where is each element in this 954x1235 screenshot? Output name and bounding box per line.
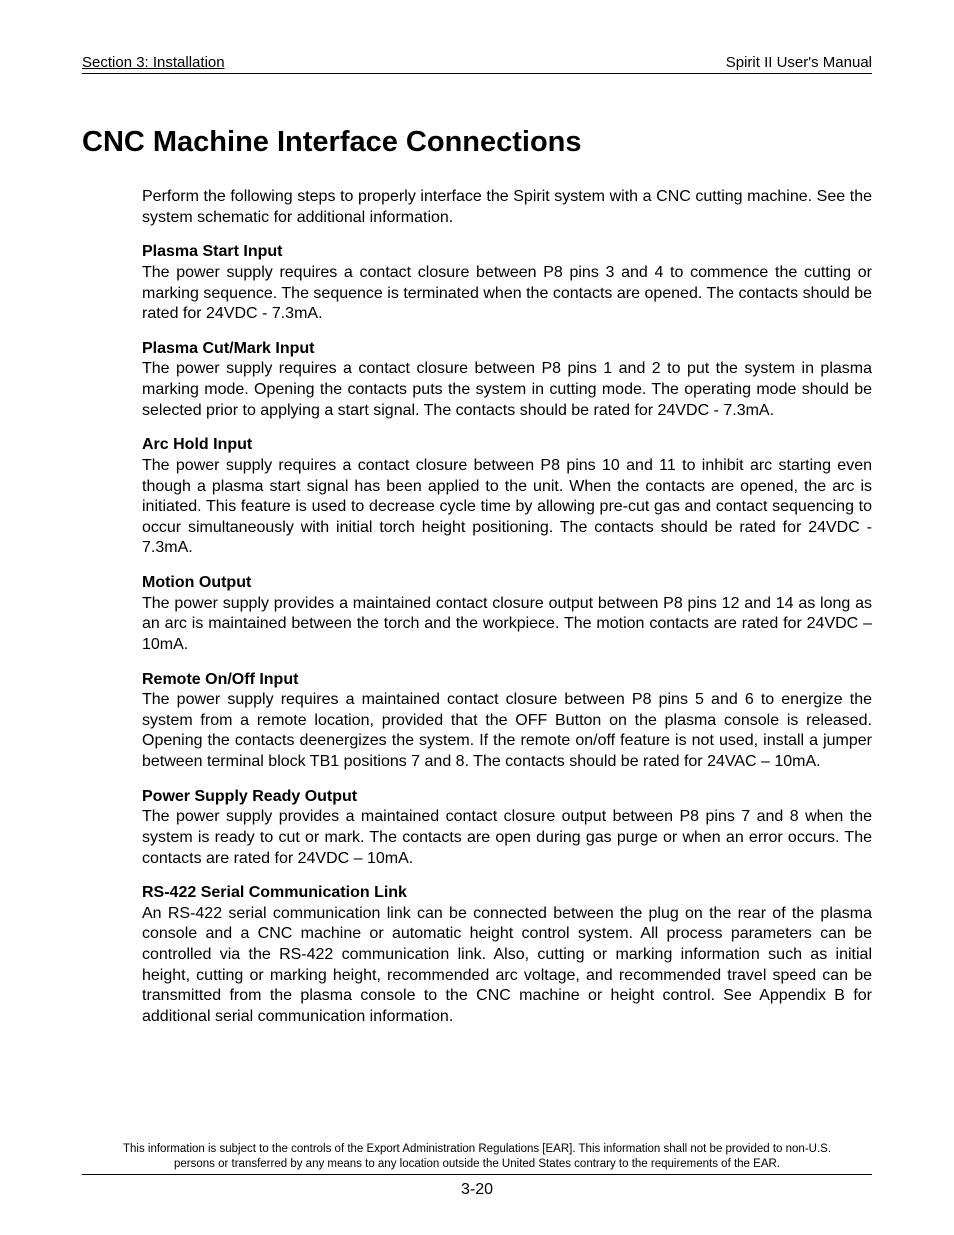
section-arc-hold: Arc Hold Input The power supply requires… — [142, 435, 872, 559]
section-heading: Motion Output — [142, 573, 872, 594]
section-heading: RS-422 Serial Communication Link — [142, 883, 872, 904]
section-heading: Arc Hold Input — [142, 435, 872, 456]
section-body: An RS-422 serial communication link can … — [142, 904, 872, 1028]
section-motion-output: Motion Output The power supply provides … — [142, 573, 872, 656]
export-control-notice: This information is subject to the contr… — [82, 1142, 872, 1175]
section-heading: Plasma Cut/Mark Input — [142, 339, 872, 360]
page-number: 3-20 — [82, 1181, 872, 1199]
section-body: The power supply provides a maintained c… — [142, 594, 872, 656]
header-section: Section 3: Installation — [82, 54, 225, 71]
section-body: The power supply requires a contact clos… — [142, 359, 872, 421]
section-heading: Power Supply Ready Output — [142, 787, 872, 808]
section-body: The power supply requires a contact clos… — [142, 456, 872, 559]
document-page: Section 3: Installation Spirit II User's… — [0, 0, 954, 1235]
section-heading: Plasma Start Input — [142, 242, 872, 263]
section-body: The power supply provides a maintained c… — [142, 807, 872, 869]
section-power-supply-ready: Power Supply Ready Output The power supp… — [142, 787, 872, 870]
header-manual-title: Spirit II User's Manual — [726, 54, 872, 71]
page-header: Section 3: Installation Spirit II User's… — [82, 54, 872, 74]
section-body: The power supply requires a contact clos… — [142, 263, 872, 325]
section-plasma-cut-mark: Plasma Cut/Mark Input The power supply r… — [142, 339, 872, 422]
intro-paragraph: Perform the following steps to properly … — [142, 187, 872, 228]
section-remote-on-off: Remote On/Off Input The power supply req… — [142, 670, 872, 773]
page-footer: This information is subject to the contr… — [82, 1142, 872, 1199]
page-title: CNC Machine Interface Connections — [82, 126, 872, 159]
section-plasma-start: Plasma Start Input The power supply requ… — [142, 242, 872, 325]
section-body: The power supply requires a maintained c… — [142, 690, 872, 773]
section-heading: Remote On/Off Input — [142, 670, 872, 691]
content-block: Perform the following steps to properly … — [142, 187, 872, 1028]
section-rs422: RS-422 Serial Communication Link An RS-4… — [142, 883, 872, 1027]
